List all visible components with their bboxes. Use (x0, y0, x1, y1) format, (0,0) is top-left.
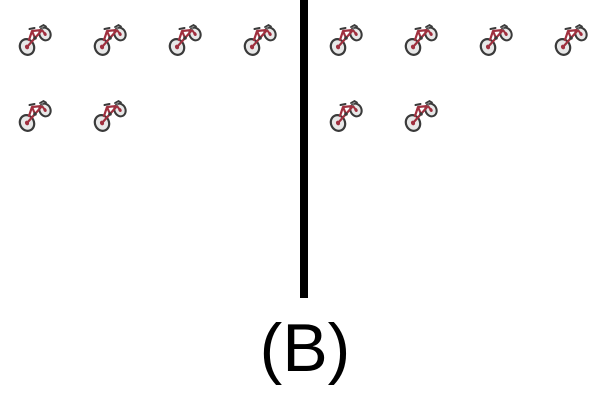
divider-line (300, 0, 308, 298)
bicycle-icon (476, 18, 516, 58)
bicycle-icon (90, 94, 130, 134)
figure-caption: (B) (259, 310, 351, 386)
right-panel (310, 0, 610, 300)
bicycle-icon (165, 18, 205, 58)
bicycle-icon (401, 94, 441, 134)
bicycle-icon (326, 18, 366, 58)
bicycle-icon (551, 18, 591, 58)
bicycle-icon (90, 18, 130, 58)
bicycle-icon (15, 18, 55, 58)
bicycle-icon (401, 18, 441, 58)
bicycle-icon (326, 94, 366, 134)
bicycle-icon (240, 18, 280, 58)
left-panel (0, 0, 300, 300)
bicycle-icon (15, 94, 55, 134)
